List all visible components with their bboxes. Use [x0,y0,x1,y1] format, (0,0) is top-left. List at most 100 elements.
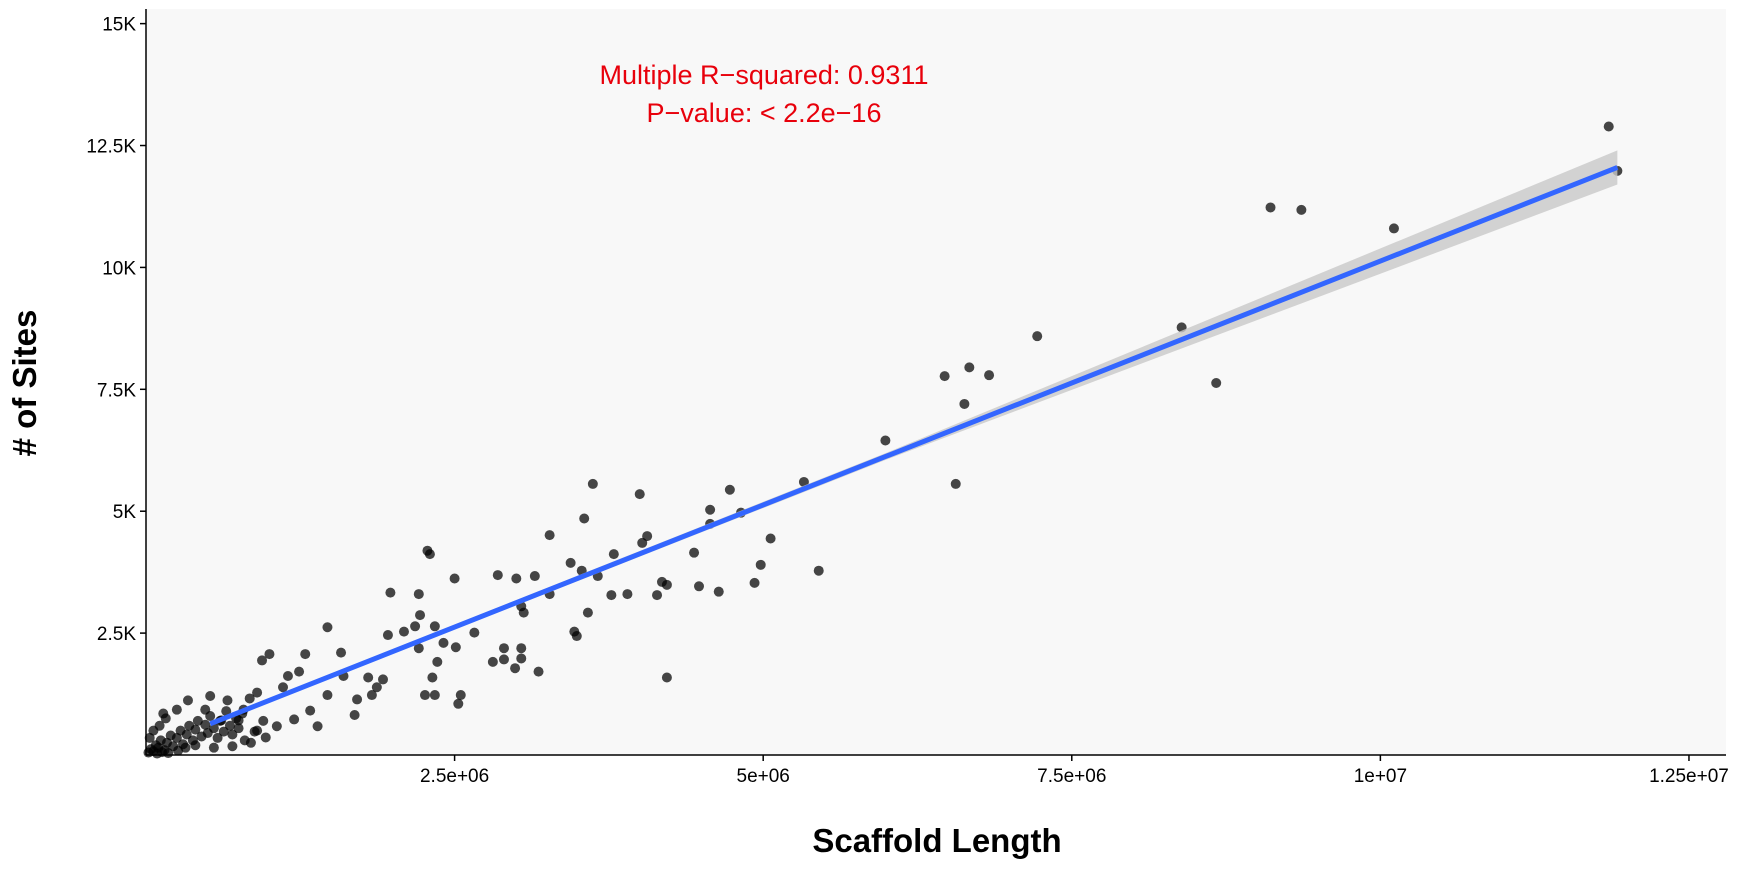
x-tick-label: 1e+07 [1354,766,1407,787]
point [205,710,216,721]
point [158,708,169,719]
point [939,371,950,382]
x-tick-label: 2.5e+06 [420,766,489,787]
point [705,504,716,515]
point [322,622,333,633]
point [258,715,269,726]
point [1296,204,1307,215]
plot-panel [146,9,1726,755]
point [312,721,323,732]
point [498,654,509,665]
point [516,643,527,654]
point [429,621,440,632]
point [661,579,672,590]
point [305,705,316,716]
point [438,637,449,648]
point [208,742,219,753]
point [984,370,995,381]
point [582,607,593,618]
point [336,647,347,658]
point [212,732,223,743]
point [294,666,305,677]
point [533,666,544,677]
point [410,621,421,632]
y-tick-label: 2.5K [97,624,136,645]
point [713,586,724,597]
point [724,484,735,495]
point [622,589,633,600]
point [190,740,201,751]
point [260,732,271,743]
point [637,537,648,548]
point [571,631,582,642]
y-tick-label: 12.5K [86,137,136,158]
point [661,672,672,683]
point [529,571,540,582]
point [349,710,360,721]
point [182,695,193,706]
point [371,682,382,693]
point [289,714,300,725]
y-tick-label: 7.5K [97,380,136,401]
point [880,435,891,446]
point [450,642,461,653]
point [959,398,970,409]
point [244,693,255,704]
point [205,691,216,702]
point [322,690,333,701]
y-tick-label: 15K [102,15,136,36]
point [252,687,263,698]
point [171,704,182,715]
point [510,663,521,674]
point [271,721,282,732]
point [608,549,619,560]
point [233,723,244,734]
point [398,626,409,637]
y-tick-label: 5K [113,502,137,523]
fit-line [209,165,1619,727]
point [432,656,443,667]
point [492,570,503,581]
point [469,627,480,638]
y-tick-label: 10K [102,258,136,279]
point [765,533,776,544]
point [518,607,529,618]
point [163,748,174,759]
point [154,720,165,731]
point [264,649,275,660]
annotation: P−value: < 2.2e−16 [647,98,882,128]
point [385,587,396,598]
point [221,706,232,717]
point [689,547,700,558]
point [192,715,203,726]
annotation: Multiple R−squared: 0.9311 [600,60,929,90]
point [300,649,311,660]
point [950,478,961,489]
point [1265,202,1276,213]
point [222,695,233,706]
point [190,724,201,735]
point [579,513,590,524]
x-tick-label: 5e+06 [737,766,790,787]
point [964,362,975,373]
point [1032,331,1043,342]
point [1388,223,1399,234]
point [227,741,238,752]
point [634,489,645,500]
y-axis-title: # of Sites [6,310,43,457]
point [282,671,293,682]
point [749,577,760,588]
point [449,573,460,584]
point [224,720,235,731]
point [1603,121,1614,132]
point [415,610,426,621]
point [245,737,256,748]
point [498,643,509,654]
point [419,690,430,701]
point [516,653,527,664]
point [455,690,466,701]
point [424,549,435,560]
x-axis-title: Scaffold Length [812,822,1061,859]
point [257,655,268,666]
